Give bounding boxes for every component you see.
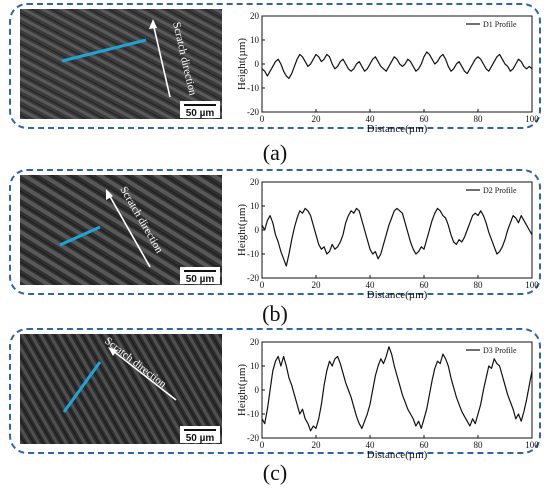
panel-a-chart: 0 20 40 60 80 100 -20 -10 0 10 20 Distance(µm) Heigh…	[236, 11, 539, 135]
plot-frame	[261, 15, 533, 113]
panel-a-tag: (a)	[262, 140, 288, 165]
y-tick-label: 0	[255, 59, 260, 69]
x-tick-label: 20	[312, 440, 322, 450]
panel-a-plot: 0 20 40 60 80 100 -20 -10 0 10 20 Distance(µm) Heigh…	[236, 4, 539, 135]
y-axis-label: Height(µm)	[236, 204, 248, 256]
y-tick-label: 10	[250, 201, 260, 211]
panel-a-frame	[9, 3, 541, 129]
x-tick-label: 20	[312, 114, 322, 124]
series-line	[261, 51, 533, 80]
scratch-direction-arrow	[107, 192, 151, 268]
panel-b-frame	[9, 169, 541, 295]
y-tick-label: 20	[250, 11, 260, 21]
x-tick-label: 100	[525, 280, 539, 290]
panel-b-micrograph-overlay: Scratch direction 50 µm	[20, 175, 222, 285]
y-tick-label: -20	[247, 273, 259, 283]
scale-bar-label: 50 µm	[186, 108, 215, 119]
x-tick-label: 80	[474, 280, 484, 290]
micrograph-texture	[20, 175, 222, 285]
legend-label: D3 Profile	[483, 346, 517, 355]
panel-b-plot: 0 20 40 60 80 100 -20 -10 0 10 20 Distance(µm) Heigh…	[236, 170, 539, 301]
panel-b-chart: 0 20 40 60 80 100 -20 -10 0 10 20 Distance(µm) Heigh…	[236, 177, 539, 301]
x-tick-label: 60	[420, 280, 430, 290]
x-tick-label: 100	[525, 440, 539, 450]
x-tick-label: 80	[474, 440, 484, 450]
y-tick-label: 20	[250, 337, 260, 347]
profile-line-d1	[61, 38, 147, 63]
scratch-direction-arrow	[111, 349, 177, 401]
profile-line-d2	[59, 225, 101, 247]
y-tick-label: -20	[247, 433, 259, 443]
x-tick-label: 0	[260, 280, 265, 290]
x-tick-label: 40	[366, 280, 376, 290]
scratch-direction-arrowhead	[108, 347, 117, 356]
plot-frame	[261, 341, 533, 439]
panel-c-plot: 0 20 40 60 80 100 -20 -10 0 10 20 Distance(µm) Heigh…	[236, 330, 539, 461]
plot-frame	[261, 181, 533, 279]
y-axis-label: Height(µm)	[236, 364, 248, 416]
legend-label: D2 Profile	[483, 186, 517, 195]
y-tick-label: 0	[255, 385, 260, 395]
panel-c-chart: 0 20 40 60 80 100 -20 -10 0 10 20 Distance(µm) Heigh…	[236, 337, 539, 461]
x-tick-label: 100	[525, 114, 539, 124]
micrograph-texture	[20, 334, 222, 444]
x-tick-label: 0	[260, 114, 265, 124]
panel-c-frame	[9, 328, 541, 454]
x-tick-label: 40	[366, 440, 376, 450]
x-axis-label: Distance(µm)	[367, 449, 428, 461]
legend-label: D1 Profile	[483, 20, 517, 29]
panel-a-micrograph: Scratch direction 50 µm	[20, 9, 222, 119]
profile-line-d3	[62, 361, 102, 413]
panel-c-tag: (c)	[262, 460, 288, 485]
y-axis-label: Height(µm)	[236, 38, 248, 90]
panel-b-micrograph: Scratch direction 50 µm	[20, 175, 222, 285]
scale-bar-label: 50 µm	[186, 433, 215, 444]
y-tick-label: -20	[247, 107, 259, 117]
y-tick-label: 10	[250, 35, 260, 45]
x-tick-label: 80	[474, 114, 484, 124]
x-tick-label: 20	[312, 280, 322, 290]
scratch-direction-arrow	[152, 22, 171, 98]
scale-bar-label: 50 µm	[186, 274, 215, 285]
scratch-direction-arrowhead	[149, 19, 157, 29]
y-tick-label: 10	[250, 361, 260, 371]
micrograph-texture	[20, 9, 222, 119]
y-tick-label: -10	[247, 409, 259, 419]
x-tick-label: 40	[366, 114, 376, 124]
y-tick-label: 0	[255, 225, 260, 235]
y-tick-label: -10	[247, 249, 259, 259]
series-line	[261, 207, 533, 267]
panel-c-micrograph: Scratch direction 50 µm	[20, 334, 222, 444]
x-tick-label: 60	[420, 440, 430, 450]
scratch-direction-arrowhead	[106, 189, 113, 200]
y-tick-label: -10	[247, 83, 259, 93]
series-line	[261, 346, 533, 432]
x-tick-label: 60	[420, 114, 430, 124]
panel-b-tag: (b)	[262, 301, 288, 326]
x-tick-label: 0	[260, 440, 265, 450]
panel-a-micrograph-overlay: Scratch direction 50 µm	[20, 9, 222, 119]
x-axis-label: Distance(µm)	[367, 123, 428, 135]
y-tick-label: 20	[250, 177, 260, 187]
panel-c-micrograph-overlay: Scratch direction 50 µm	[20, 334, 222, 444]
x-axis-label: Distance(µm)	[367, 289, 428, 301]
